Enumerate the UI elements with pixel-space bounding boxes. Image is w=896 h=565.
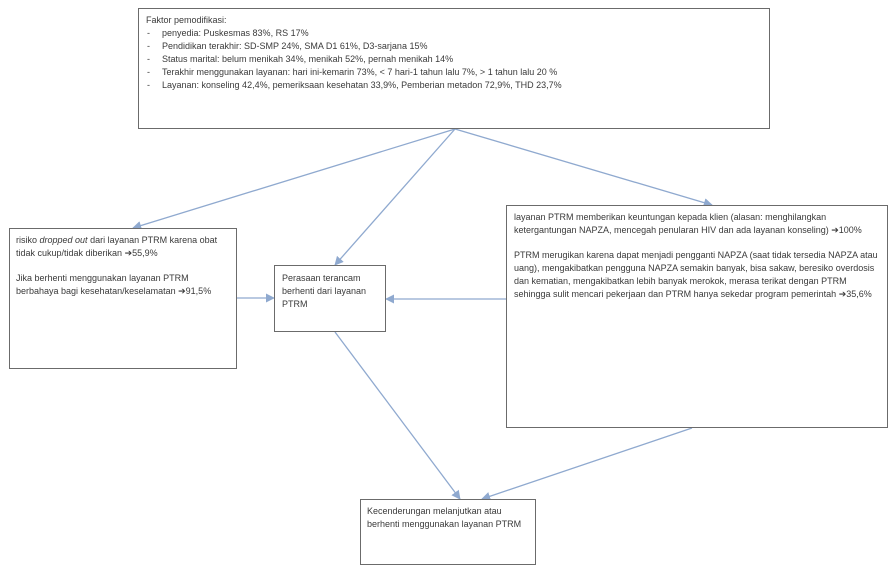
arrow-factors-to-ptrm: [454, 128, 713, 208]
ptrm-benefit-value: 100%: [838, 225, 862, 235]
arrow-factors-to-threat: [334, 128, 456, 266]
ptrm-benefit-harm-box: layanan PTRM memberikan keuntungan kepad…: [506, 205, 888, 428]
factor-item-education: Pendidikan terakhir: SD-SMP 24%, SMA D1 …: [146, 40, 762, 53]
right-arrow-icon: ➔: [838, 290, 847, 300]
dropout-risk-text: risiko dropped out dari layanan PTRM kar…: [16, 234, 230, 261]
stop-danger-value: 91,5%: [185, 286, 212, 296]
arrow-factors-to-dropout: [132, 128, 456, 230]
modifying-factors-box: Faktor pemodifikasi: penyedia: Puskesmas…: [138, 8, 770, 129]
stop-danger-label: Jika berhenti menggunakan layanan PTRM b…: [16, 273, 189, 296]
ptrm-benefit-text: layanan PTRM memberikan keuntungan kepad…: [514, 211, 880, 238]
modifying-factors-title: Faktor pemodifikasi:: [146, 15, 227, 25]
factor-item-services: Layanan: konseling 42,4%, pemeriksaan ke…: [146, 79, 762, 92]
dropout-risk-suffix: dari layanan PTRM karena obat tidak cuku…: [16, 235, 218, 258]
right-arrow-icon: ➔: [178, 287, 186, 297]
factor-item-provider: penyedia: Puskesmas 83%, RS 17%: [146, 27, 762, 40]
factor-item-marital-status: Status marital: belum menikah 34%, menik…: [146, 53, 762, 66]
modifying-factors-list: penyedia: Puskesmas 83%, RS 17% Pendidik…: [146, 27, 762, 92]
ptrm-harm-text: PTRM merugikan karena dapat menjadi peng…: [514, 249, 880, 302]
dropout-risk-italic: dropped out: [39, 235, 88, 245]
threat-feeling-box: Perasaan terancam berhenti dari layanan …: [274, 265, 386, 332]
right-arrow-icon: ➔: [831, 226, 839, 236]
dropout-risk-value: 55,9%: [132, 248, 158, 258]
threat-feeling-text: Perasaan terancam berhenti dari layanan …: [282, 273, 367, 309]
dropout-risk-box: risiko dropped out dari layanan PTRM kar…: [9, 228, 237, 369]
stop-danger-text: Jika berhenti menggunakan layanan PTRM b…: [16, 272, 230, 299]
factor-item-last-service-use: Terakhir menggunakan layanan: hari ini-k…: [146, 66, 762, 79]
tendency-box: Kecenderungan melanjutkan atau berhenti …: [360, 499, 536, 565]
arrow-ptrm-to-tendency: [481, 427, 693, 501]
ptrm-benefit-label: layanan PTRM memberikan keuntungan kepad…: [514, 212, 832, 235]
dropout-risk-prefix: risiko: [16, 235, 40, 245]
arrow-threat-to-tendency: [334, 331, 461, 500]
right-arrow-icon: ➔: [124, 249, 133, 259]
ptrm-harm-value: 35,6%: [846, 289, 872, 299]
tendency-text: Kecenderungan melanjutkan atau berhenti …: [367, 506, 522, 529]
ptrm-harm-label: PTRM merugikan karena dapat menjadi peng…: [514, 250, 878, 299]
